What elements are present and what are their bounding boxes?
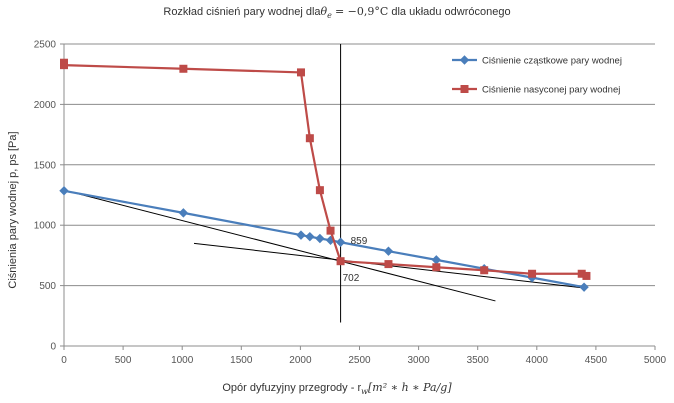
y-tick-label: 500 (39, 281, 56, 292)
data-point (315, 186, 324, 195)
data-point (179, 64, 188, 73)
y-tick-label: 1500 (34, 160, 57, 171)
series-line (62, 62, 587, 277)
x-tick-label: 0 (61, 355, 67, 366)
x-tick-label: 4000 (526, 355, 549, 366)
y-tick-label: 0 (50, 342, 56, 353)
data-point (336, 257, 345, 266)
x-tick-label: 1000 (171, 355, 194, 366)
auxiliary-line (63, 189, 496, 302)
legend-label: Ciśnienie nasyconej pary wodnej (482, 85, 620, 96)
x-axis-label-units: [m² ∗ h ∗ Pa/g] (367, 381, 452, 394)
x-tick-label: 3000 (407, 355, 430, 366)
x-axis-label-sub: w (361, 387, 368, 397)
x-tick-label: 2500 (348, 355, 371, 366)
data-point (59, 186, 69, 196)
chart-title: Rozkład ciśnień pary wodnej dlaθe = −0,9… (163, 5, 511, 21)
data-point (582, 271, 591, 280)
y-tick-label: 1000 (34, 221, 57, 232)
data-point (305, 231, 315, 242)
data-point (305, 134, 314, 143)
data-point (432, 263, 441, 272)
data-point (178, 208, 189, 218)
data-point (480, 266, 489, 275)
x-tick-label: 2000 (289, 355, 312, 366)
title-temperature: = −0,9°C (334, 5, 389, 18)
y-tick-label: 2000 (34, 100, 57, 111)
data-point (296, 68, 305, 77)
data-point (296, 230, 306, 240)
y-tick-label: 2500 (34, 40, 57, 51)
data-point (315, 233, 325, 244)
data-point (384, 260, 393, 269)
x-axis-label-text: Opór dyfuzyjny przegrody - r (222, 382, 362, 394)
data-point (335, 237, 346, 247)
x-tick-label: 3500 (467, 355, 490, 366)
data-point (431, 255, 442, 265)
data-point (383, 246, 394, 256)
data-point (326, 226, 335, 235)
legend-marker (460, 85, 469, 93)
legend-label: Ciśnienie cząstkowe pary wodnej (482, 56, 622, 67)
annotation-label: 702 (343, 273, 360, 284)
data-point (528, 269, 537, 278)
theta-symbol: θ (320, 5, 328, 18)
annotation-label: 859 (351, 236, 368, 247)
x-axis-label: Opór dyfuzyjny przegrody - rw[m² ∗ h ∗ P… (0, 381, 674, 396)
x-tick-label: 500 (115, 355, 132, 366)
x-tick-label: 4500 (585, 355, 608, 366)
title-suffix: dla układu odwróconego (388, 6, 511, 18)
legend-marker (459, 55, 470, 65)
data-point (60, 61, 68, 70)
data-point (579, 282, 589, 292)
x-tick-label: 1500 (230, 355, 253, 366)
theta-subscript: e (327, 11, 332, 21)
x-tick-label: 5000 (644, 355, 667, 366)
